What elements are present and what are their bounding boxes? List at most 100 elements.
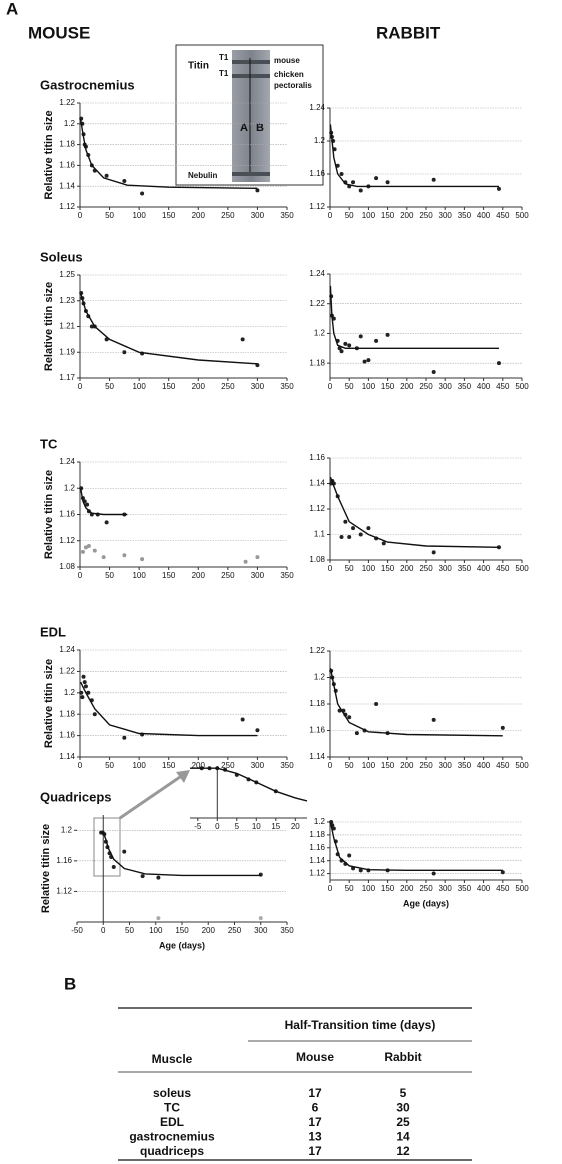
y-tick-label: 1.2 — [314, 673, 326, 682]
x-tick-label: 400 — [477, 211, 491, 220]
fit-curve — [329, 668, 503, 737]
x-tick-label: 50 — [345, 564, 354, 573]
x-tick-label: 450 — [496, 382, 510, 391]
x-tick-label: 150 — [162, 211, 176, 220]
x-tick-label: 450 — [496, 211, 510, 220]
x-tick-label: 100 — [362, 382, 376, 391]
panel-label: B — [64, 974, 76, 993]
data-point — [358, 532, 363, 537]
x-tick-label: 250 — [221, 571, 235, 580]
zoom-arrowhead — [176, 770, 190, 783]
x-tick-label: 50 — [105, 571, 114, 580]
table-header: Muscle — [152, 1052, 193, 1066]
y-tick-label: 1.2 — [314, 136, 326, 145]
data-point — [374, 338, 379, 343]
data-point — [140, 191, 145, 196]
x-tick-label: 250 — [419, 564, 433, 573]
y-tick-label: 1.16 — [59, 510, 75, 519]
y-tick-label: 1.12 — [309, 202, 325, 211]
gel-band — [232, 172, 270, 176]
y-tick-label: 1.24 — [59, 457, 75, 466]
table-cell: 17 — [308, 1144, 322, 1158]
y-tick-label: 1.16 — [309, 169, 325, 178]
x-tick-label: 100 — [362, 761, 376, 770]
x-tick-label: 0 — [78, 571, 83, 580]
y-tick-label: 1.22 — [59, 98, 75, 107]
y-tick-label: 1.18 — [309, 830, 325, 839]
data-point — [366, 358, 371, 363]
x-tick-label: 50 — [125, 926, 134, 935]
data-point — [381, 541, 386, 546]
x-tick-label: 350 — [280, 571, 294, 580]
table-cell: soleus — [153, 1086, 191, 1100]
y-tick-label: 1.2 — [64, 688, 76, 697]
data-point — [385, 332, 390, 337]
y-tick-label: 1.2 — [314, 817, 326, 826]
table-cell: 12 — [396, 1144, 410, 1158]
y-tick-label: 1.16 — [56, 856, 72, 865]
data-point — [80, 549, 85, 554]
x-tick-label: 300 — [439, 211, 453, 220]
data-point — [156, 916, 161, 921]
fit-curve — [100, 831, 261, 877]
x-tick-label: 300 — [439, 564, 453, 573]
data-point — [92, 548, 97, 553]
data-point — [92, 712, 97, 717]
x-tick-label: 15 — [271, 822, 280, 831]
data-point — [374, 176, 379, 181]
data-point — [358, 868, 363, 873]
x-tick-label: 250 — [419, 884, 433, 893]
x-tick-label: -5 — [194, 822, 202, 831]
x-tick-label: 100 — [132, 211, 146, 220]
x-tick-label: 450 — [496, 761, 510, 770]
table: B Half-Transition time (days) Muscle Mou… — [64, 974, 472, 1161]
data-point — [343, 519, 348, 524]
x-tick-label: 100 — [362, 564, 376, 573]
y-tick-label: 1.2 — [314, 329, 326, 338]
x-tick-label: 150 — [381, 564, 395, 573]
gel-label: B — [256, 122, 264, 134]
x-tick-label: 100 — [132, 761, 146, 770]
x-tick-label: 0 — [78, 211, 83, 220]
x-tick-label: 450 — [496, 564, 510, 573]
data-point — [354, 731, 359, 736]
chart-title: Quadriceps — [40, 789, 112, 804]
x-tick-label: 100 — [132, 382, 146, 391]
y-tick-label: 1.16 — [59, 731, 75, 740]
x-tick-label: 50 — [105, 211, 114, 220]
data-point — [111, 864, 116, 869]
chart-title: Gastrocnemius — [40, 77, 135, 92]
gel-band — [232, 60, 270, 64]
x-axis-label: Age (days) — [403, 898, 449, 908]
x-tick-label: 250 — [228, 926, 242, 935]
x-tick-label: 500 — [515, 884, 529, 893]
x-tick-label: 0 — [328, 211, 333, 220]
y-tick-label: 1.16 — [59, 161, 75, 170]
x-tick-label: 50 — [345, 761, 354, 770]
data-point — [86, 544, 91, 548]
x-tick-label: 0 — [328, 761, 333, 770]
x-tick-label: 200 — [400, 884, 414, 893]
data-point — [255, 728, 260, 733]
data-point — [83, 684, 88, 689]
chart-title: EDL — [40, 624, 66, 639]
table-cell: quadriceps — [140, 1144, 204, 1158]
y-tick-label: 1.14 — [59, 752, 75, 761]
y-tick-label: 1.18 — [59, 140, 75, 149]
y-tick-label: 1.12 — [56, 887, 72, 896]
x-tick-label: 400 — [477, 564, 491, 573]
data-point — [104, 173, 109, 178]
x-tick-label: 300 — [254, 926, 268, 935]
y-axis-label: Relative titin size — [43, 470, 55, 559]
x-tick-label: 150 — [381, 761, 395, 770]
x-tick-label: 200 — [192, 382, 206, 391]
zoom-box — [93, 817, 121, 877]
y-tick-label: 1.16 — [309, 843, 325, 852]
y-tick-label: 1.2 — [64, 119, 76, 128]
x-tick-label: 300 — [251, 211, 265, 220]
data-point — [347, 343, 352, 348]
x-tick-label: 200 — [192, 761, 206, 770]
column-header: RABBIT — [376, 23, 441, 42]
y-tick-label: 1.14 — [59, 181, 75, 190]
x-tick-label: 350 — [458, 382, 472, 391]
